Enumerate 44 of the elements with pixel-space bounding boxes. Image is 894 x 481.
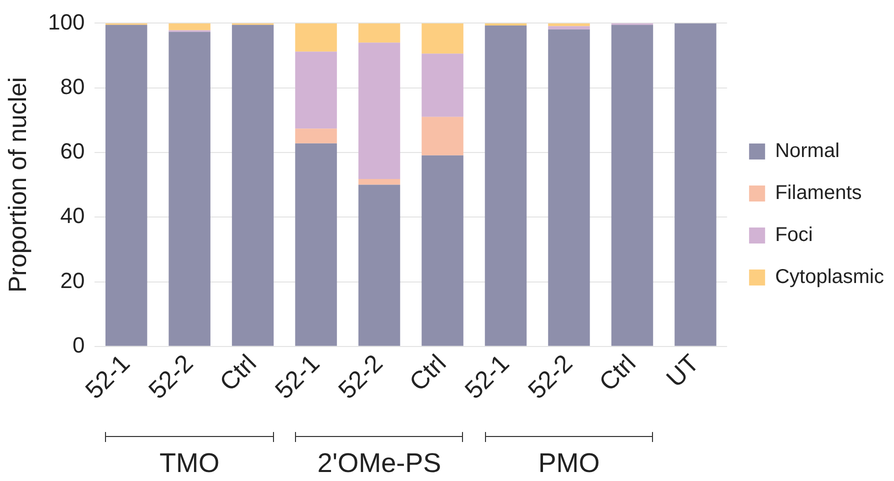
- bar: [168, 32, 210, 346]
- y-tick-label: 40: [60, 203, 85, 228]
- y-axis-title: Proportion of nuclei: [4, 77, 32, 293]
- y-tick-label: 60: [60, 138, 85, 164]
- legend-label: Cytoplasmic: [775, 266, 884, 288]
- bar: [358, 178, 400, 185]
- bar: [358, 23, 400, 43]
- y-tick-label: 80: [60, 74, 85, 99]
- bar: [358, 184, 400, 346]
- bar: [295, 128, 337, 144]
- bar: [548, 26, 590, 30]
- legend-label: Filaments: [775, 182, 862, 204]
- x-tick-label: 52-2: [143, 349, 199, 405]
- bar: [548, 29, 590, 346]
- bar: [232, 24, 274, 346]
- x-tick-label: Ctrl: [214, 349, 262, 397]
- x-tick-label: 52-1: [270, 349, 326, 405]
- x-tick-label: 52-1: [460, 349, 515, 405]
- y-tick-label: 0: [72, 332, 85, 358]
- bar: [611, 24, 654, 346]
- x-tick-label: 52-2: [333, 349, 388, 405]
- bar: [674, 23, 716, 346]
- bar: [358, 42, 400, 179]
- text: PMO: [537, 448, 601, 479]
- text: 2'OMe-PS: [316, 448, 442, 479]
- bar: [295, 23, 337, 52]
- y-tick-label: 20: [60, 268, 85, 293]
- bar: [295, 143, 337, 346]
- text: TMO: [158, 448, 221, 479]
- legend-label: Normal: [775, 140, 840, 162]
- y-tick-label: 100: [48, 9, 85, 34]
- x-tick-label: Ctrl: [404, 349, 452, 397]
- bar: [422, 54, 464, 117]
- bar: [422, 155, 464, 346]
- bar: [422, 116, 464, 156]
- bar: [484, 25, 527, 346]
- legend-label: Foci: [775, 224, 813, 246]
- bar: [105, 24, 148, 346]
- x-tick-label: UT: [661, 349, 705, 393]
- x-tick-label: 52-2: [522, 349, 578, 405]
- bar: [295, 52, 337, 129]
- x-tick-label: Ctrl: [594, 349, 642, 397]
- bar: [422, 23, 464, 54]
- bar: [168, 23, 210, 30]
